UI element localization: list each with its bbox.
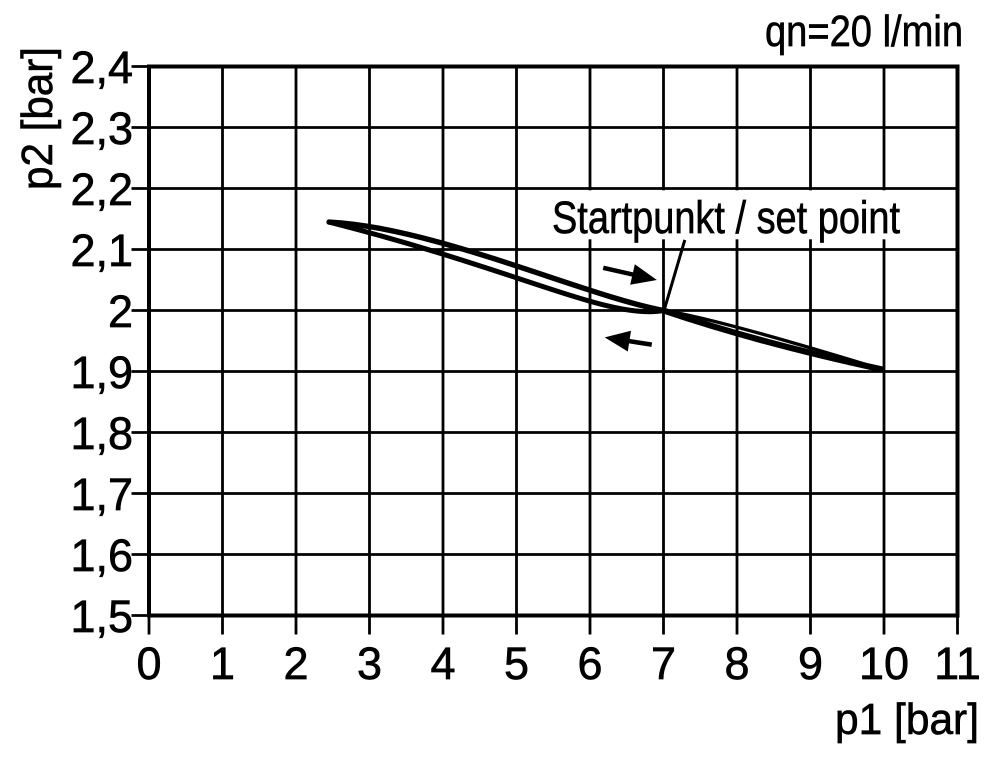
x-tick-label: 3 xyxy=(357,638,382,689)
y-axis-label: p2 [bar] xyxy=(13,47,62,190)
direction-arrow-right xyxy=(602,264,657,285)
hysteresis-curve xyxy=(326,219,885,373)
y-tick-label: 2,4 xyxy=(70,42,133,93)
y-tick-label: 1,5 xyxy=(70,591,133,642)
plot-border xyxy=(147,64,960,618)
x-tick-label: 6 xyxy=(577,638,602,689)
x-tick-label: 10 xyxy=(859,638,909,689)
y-tick-label: 2,3 xyxy=(70,103,133,154)
hysteresis-curve-segment xyxy=(326,219,667,314)
x-tick-label: 7 xyxy=(651,638,676,689)
annotation-leader-line xyxy=(662,239,687,311)
y-tick-label: 1,7 xyxy=(70,469,133,520)
x-tick-label: 2 xyxy=(283,638,308,689)
y-tick-label: 2,2 xyxy=(70,164,133,215)
arrow-shaft xyxy=(602,265,637,278)
x-tick-label: 0 xyxy=(136,638,161,689)
direction-arrow-left xyxy=(604,330,653,352)
hysteresis-curve-segment xyxy=(660,307,885,373)
y-tick-label: 1,8 xyxy=(70,408,133,459)
x-tick-label: 5 xyxy=(504,638,529,689)
y-tick-label: 2,1 xyxy=(70,225,133,276)
y-tick-label: 2 xyxy=(108,286,133,337)
x-tick-label: 1 xyxy=(210,638,235,689)
annotation-background xyxy=(545,190,905,240)
y-tick-label: 1,9 xyxy=(70,347,133,398)
grid xyxy=(131,65,959,635)
hysteresis-curve-segment xyxy=(326,219,666,315)
x-tick-label: 9 xyxy=(798,638,823,689)
x-tick-label: 4 xyxy=(430,638,455,689)
x-axis-label: p1 [bar] xyxy=(835,695,979,744)
arrow-shaft xyxy=(625,338,653,347)
chart-title: qn=20 l/min xyxy=(765,7,963,56)
y-tick-label: 1,6 xyxy=(70,530,133,581)
x-tick-label: 11 xyxy=(934,638,981,689)
arrow-head xyxy=(604,330,632,352)
arrow-head xyxy=(630,264,657,285)
annotation-text: Startpunkt / set point xyxy=(552,192,900,243)
x-tick-label: 8 xyxy=(724,638,749,689)
